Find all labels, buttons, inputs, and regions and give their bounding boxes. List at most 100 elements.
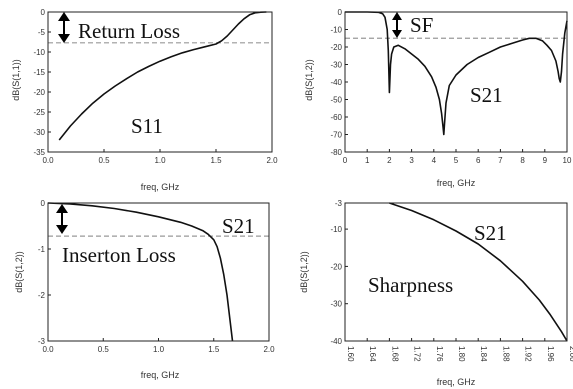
x-tick-label: 1.80 [457,346,466,362]
annotation-inserton-loss: Inserton Loss [62,243,176,267]
x-tick-label: 10 [563,156,572,165]
y-tick-label: -40 [330,78,342,87]
s21-sharpness-plot-frame [344,202,568,342]
x-tick-label: 6 [476,156,481,165]
x-tick-label: 3 [409,156,414,165]
annotation-s21-sharpness: S21 [474,221,507,245]
x-tick-label: 1.96 [546,346,555,362]
s11-curve [58,11,267,141]
y-tick-label: -3 [335,199,343,208]
s11-x-ticks: 0.0 0.5 1.0 1.5 2.0 [42,149,278,165]
annotation-return-loss: Return Loss [78,19,180,43]
panel-s11: 0.0 0.5 1.0 1.5 2.0 0 -5 -10 -15 -20 -25 -30 -35 Re… [11,8,278,192]
x-tick-label: 0.5 [98,156,110,165]
s11-x-axis-label: freq, GHz [141,182,180,192]
s21-wide-y-axis-label: dB(S(1,2)) [304,59,314,101]
x-tick-label: 2.0 [263,345,275,354]
y-tick-label: -80 [330,148,342,157]
annotation-s11: S11 [131,114,163,138]
s21-passband-y-axis-label: dB(S(1,2)) [14,251,24,293]
x-tick-label: 1.60 [346,346,355,362]
panel-s21-passband: 0.0 0.5 1.0 1.5 2.0 0 -1 -2 -3 Inserton Loss S2… [14,199,275,380]
y-tick-label: -30 [330,300,342,309]
x-tick-label: 4 [432,156,437,165]
s21-sharpness-x-ticks: 1.60 1.64 1.68 1.72 1.76 1.80 1.84 1.88 1.92 1.96… [344,338,573,362]
y-tick-label: 0 [338,8,343,17]
x-tick-label: 2.00 [568,346,573,362]
x-tick-label: 2.0 [266,156,278,165]
y-tick-label: -20 [330,43,342,52]
x-tick-label: 1.0 [154,156,166,165]
panel-s21-wide: 0 1 2 3 4 5 6 7 8 9 10 0 -10 -20 -30 -40 -50 -60 -70 -80 S… [304,8,572,188]
x-tick-label: 7 [498,156,503,165]
y-tick-label: -70 [330,131,342,140]
x-tick-label: 1.88 [501,346,510,362]
y-tick-label: -30 [33,128,45,137]
x-tick-label: 2 [387,156,392,165]
s21-wide-x-axis-label: freq, GHz [437,178,476,188]
s21-passband-plot-frame [47,202,270,342]
y-tick-label: -1 [38,245,46,254]
x-tick-label: 1.5 [208,345,220,354]
y-tick-label: -5 [38,28,46,37]
y-tick-label: -40 [330,337,342,346]
s21-sharpness-curve [389,202,568,342]
insertion-loss-arrow-up-icon [56,204,68,213]
y-tick-label: -15 [33,68,45,77]
x-tick-label: 8 [520,156,525,165]
y-tick-label: -10 [33,48,45,57]
x-tick-label: 0.0 [42,345,54,354]
x-tick-label: 0.0 [42,156,54,165]
y-tick-label: -3 [38,337,46,346]
s21-sharpness-y-axis-label: dB(S(1,2)) [299,251,309,293]
x-tick-label: 0 [343,156,348,165]
s21-passband-x-ticks: 0.0 0.5 1.0 1.5 2.0 [42,338,275,354]
s11-y-ticks: 0 -5 -10 -15 -20 -25 -30 -35 [33,8,51,157]
s21-passband-y-ticks: 0 -1 -2 -3 [38,199,51,346]
s11-y-axis-label: dB(S(1,1)) [11,59,21,101]
panel-s21-sharpness: 1.60 1.64 1.68 1.72 1.76 1.80 1.84 1.88 1.92 1.96… [299,199,573,387]
insertion-loss-arrow-down-icon [56,225,68,234]
annotation-sharpness: Sharpness [368,273,453,297]
return-loss-arrow-down-icon [58,34,70,43]
x-tick-label: 1.76 [435,346,444,362]
y-tick-label: -10 [330,225,342,234]
s21-passband-curve [47,202,234,342]
sf-arrow-down-icon [392,30,402,38]
x-tick-label: 9 [543,156,548,165]
x-tick-label: 0.5 [98,345,110,354]
x-tick-label: 1.5 [210,156,222,165]
y-tick-label: -20 [33,88,45,97]
s21-wide-curve [345,11,568,136]
x-tick-label: 1.72 [413,346,422,362]
annotation-s21-wide: S21 [470,83,503,107]
x-tick-label: 5 [454,156,459,165]
y-tick-label: 0 [41,199,46,208]
annotation-s21-passband: S21 [222,214,255,238]
x-tick-label: 1.0 [153,345,165,354]
y-tick-label: -25 [33,108,45,117]
y-tick-label: -2 [38,291,46,300]
s11-plot-frame [47,11,273,153]
return-loss-arrow-up-icon [58,12,70,21]
x-tick-label: 1.84 [479,346,488,362]
x-tick-label: 1.68 [390,346,399,362]
sf-arrow-up-icon [392,12,402,20]
y-tick-label: -60 [330,113,342,122]
s21-sharpness-x-axis-label: freq, GHz [437,377,476,387]
y-tick-label: -30 [330,61,342,70]
y-tick-label: 0 [41,8,46,17]
x-tick-label: 1.92 [524,346,533,362]
x-tick-label: 1 [365,156,370,165]
annotation-sf: SF [410,13,433,37]
y-tick-label: -10 [330,26,342,35]
s21-wide-plot-frame [344,11,568,153]
s21-wide-y-ticks: 0 -10 -20 -30 -40 -50 -60 -70 -80 [330,8,348,157]
y-tick-label: -35 [33,148,45,157]
s21-passband-x-axis-label: freq, GHz [141,370,180,380]
y-tick-label: -50 [330,96,342,105]
x-tick-label: 1.64 [368,346,377,362]
y-tick-label: -20 [330,262,342,271]
s21-wide-x-ticks: 0 1 2 3 4 5 6 7 8 9 10 [343,149,572,165]
